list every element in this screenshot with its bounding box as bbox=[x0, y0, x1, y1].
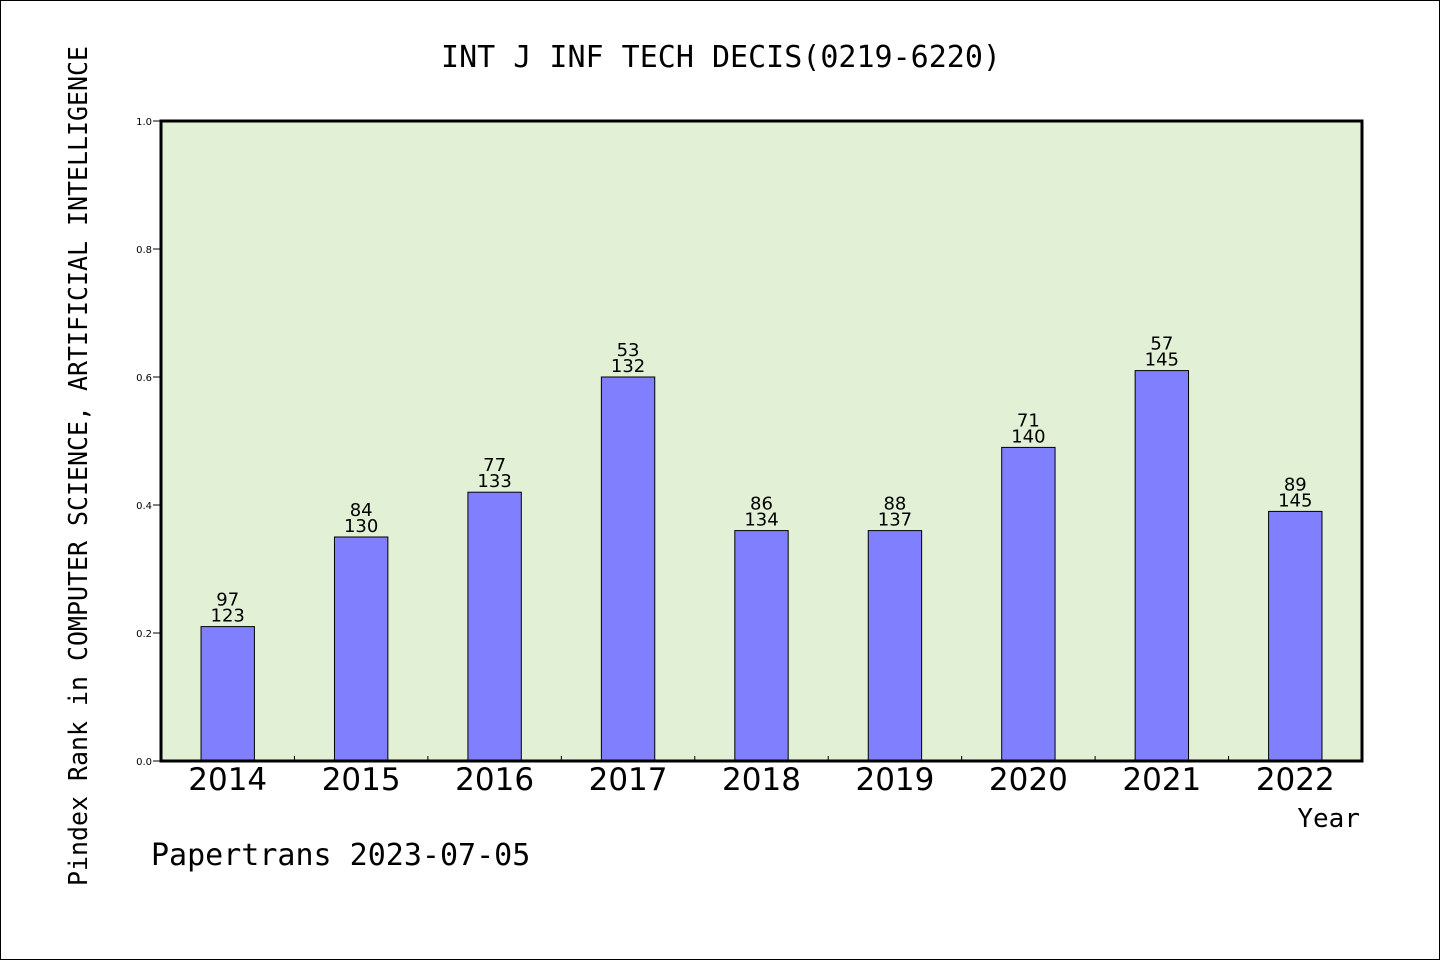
bar-total-label-2017: 132 bbox=[611, 356, 645, 377]
bar-total-label-2019: 137 bbox=[878, 510, 912, 531]
bar-2016 bbox=[467, 491, 522, 762]
y-tick-label: 0.0 bbox=[136, 757, 152, 768]
x-tick-label-2017: 2017 bbox=[589, 762, 668, 798]
bar-total-label-2020: 140 bbox=[1011, 426, 1045, 447]
bar-rank-label-2015: 84 bbox=[350, 500, 373, 521]
y-tick-label: 0.8 bbox=[136, 245, 152, 256]
y-tick-label: 0.4 bbox=[136, 501, 152, 512]
y-tick-label: 1.0 bbox=[136, 117, 152, 128]
chart-title: INT J INF TECH DECIS(0219-6220) bbox=[441, 40, 1001, 75]
x-tick-label-2021: 2021 bbox=[1122, 762, 1201, 798]
bar-total-label-2016: 133 bbox=[477, 471, 511, 492]
bar-rank-label-2021: 57 bbox=[1150, 334, 1173, 355]
bar-total-label-2022: 145 bbox=[1278, 490, 1312, 511]
plot-border bbox=[159, 119, 1364, 763]
x-ticks: 2014 2015 2016 2017 2018 2019 2020 2021 2022 bbox=[188, 756, 1335, 798]
x-tick-label-2015: 2015 bbox=[322, 762, 401, 798]
bars-layer: 9712384130771335313286134881377114057145… bbox=[200, 334, 1323, 762]
bar-rank-label-2018: 86 bbox=[750, 494, 773, 515]
y-ticks: 0.0 0.2 0.4 0.6 0.8 1.0 bbox=[136, 117, 161, 768]
x-tick-label-2022: 2022 bbox=[1256, 762, 1335, 798]
bar-total-label-2014: 123 bbox=[211, 606, 245, 627]
y-tick-label: 0.2 bbox=[136, 629, 152, 640]
footer-text: Papertrans 2023-07-05 bbox=[151, 838, 530, 873]
bar-total-label-2018: 134 bbox=[744, 510, 778, 531]
bar-rank-label-2016: 77 bbox=[483, 455, 506, 476]
x-tick-label-2018: 2018 bbox=[722, 762, 801, 798]
bar-rank-label-2022: 89 bbox=[1284, 474, 1307, 495]
bar-total-label-2021: 145 bbox=[1145, 350, 1179, 371]
x-tick-label-2016: 2016 bbox=[455, 762, 534, 798]
bar-rank-label-2020: 71 bbox=[1017, 410, 1040, 431]
x-tick-label-2014: 2014 bbox=[188, 762, 267, 798]
bar-rank-label-2019: 88 bbox=[883, 494, 906, 515]
bar-2018 bbox=[734, 530, 789, 762]
bar-rank-label-2017: 53 bbox=[617, 340, 640, 361]
bar-2015 bbox=[333, 536, 389, 762]
bar-total-label-2015: 130 bbox=[344, 516, 378, 537]
x-tick-label-2019: 2019 bbox=[855, 762, 934, 798]
bar-2021 bbox=[1134, 370, 1190, 762]
bar-2022 bbox=[1268, 510, 1323, 762]
y-tick-label: 0.6 bbox=[136, 373, 152, 384]
bar-2014 bbox=[200, 626, 255, 762]
x-axis-label: Year bbox=[1297, 804, 1360, 834]
bar-2019 bbox=[867, 530, 923, 762]
y-axis-label: Pindex Rank in COMPUTER SCIENCE, ARTIFIC… bbox=[64, 46, 94, 886]
bar-2020 bbox=[1001, 446, 1056, 762]
bar-rank-label-2014: 97 bbox=[216, 590, 239, 611]
x-tick-label-2020: 2020 bbox=[989, 762, 1068, 798]
bar-2017 bbox=[600, 376, 656, 762]
